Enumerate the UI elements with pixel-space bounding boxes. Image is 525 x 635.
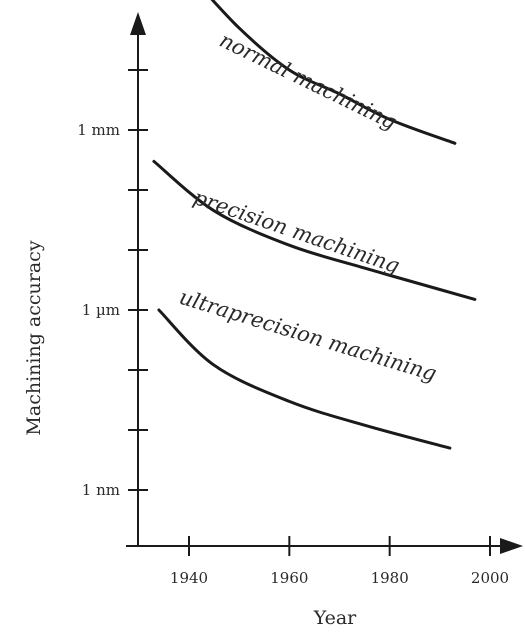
series-line-normal-machining [210,0,457,145]
series-label-normal-machining: normal machining [216,28,401,134]
y-tick-label: 1 mm [77,121,120,139]
y-tick-label: 1 nm [82,481,120,499]
series-label-ultraprecision-machining: ultraprecision machining [177,285,440,386]
series-line-precision-machining [152,159,477,301]
y-axis-ticks: 1 mm 1 µm 1 nm [77,69,148,499]
x-tick-label: 2000 [471,569,509,587]
y-axis-title: Machining accuracy [23,240,45,435]
y-axis-arrow [130,12,146,35]
series-curves [152,0,477,450]
x-axis-arrow [500,538,523,554]
x-tick-label: 1960 [270,569,308,587]
x-tick-label: 1980 [371,569,409,587]
x-tick-label: 1940 [170,569,208,587]
series-labels: normal machining precision machiningultra… [177,28,440,386]
x-axis-ticks: 1940 1960 1980 2000 [170,536,509,587]
y-tick-label: 1 µm [82,301,120,319]
series-label-precision-machining: precision machining [190,185,402,278]
x-axis-title: Year [313,607,357,629]
series-line-ultraprecision-machining [157,308,452,450]
